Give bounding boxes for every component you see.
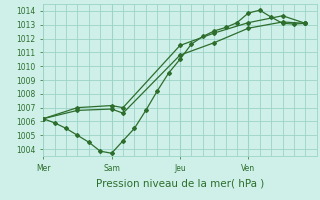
X-axis label: Pression niveau de la mer( hPa ): Pression niveau de la mer( hPa ) xyxy=(96,178,264,188)
